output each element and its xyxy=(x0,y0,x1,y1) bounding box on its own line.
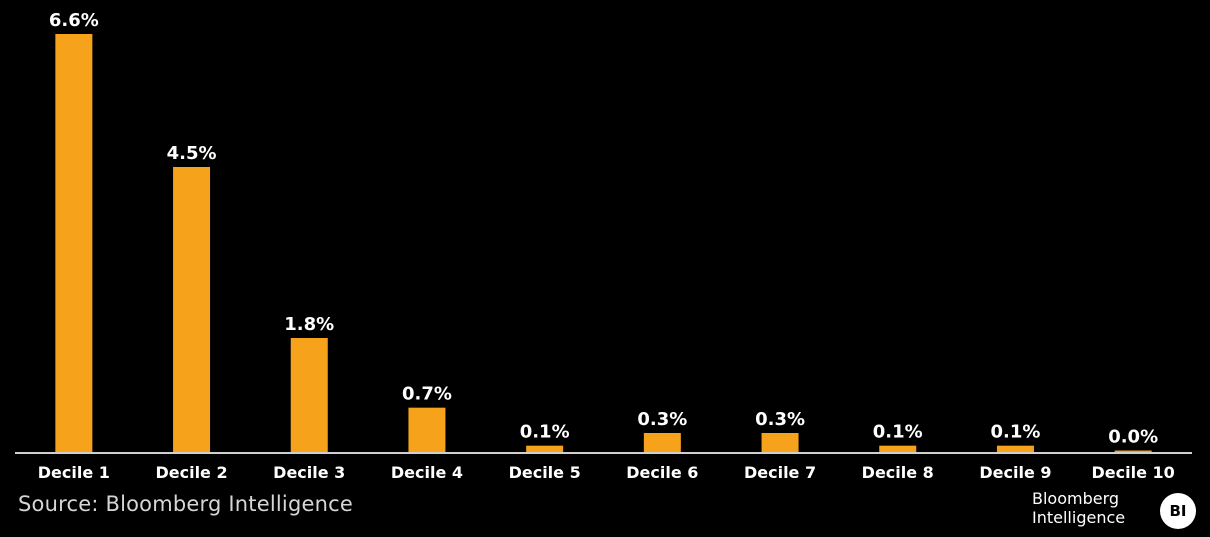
value-label-10: 0.0% xyxy=(1108,427,1158,448)
value-label-4: 0.7% xyxy=(402,384,452,405)
bar-5 xyxy=(526,445,564,452)
value-labels-group: 6.6% 4.5% 1.8% 0.7% 0.1% 0.3% 0.3% 0.1% 0.1% 0.0% xyxy=(49,10,1158,448)
category-label-8: Decile 8 xyxy=(862,463,934,482)
bar-6 xyxy=(643,433,681,452)
category-label-7: Decile 7 xyxy=(744,463,816,482)
brand-line-1: Bloomberg xyxy=(1032,489,1120,508)
category-label-4: Decile 4 xyxy=(391,463,463,482)
source-note: Source: Bloomberg Intelligence xyxy=(18,492,353,516)
bi-badge-icon: BI xyxy=(1160,493,1196,529)
value-label-3: 1.8% xyxy=(284,314,334,335)
value-label-5: 0.1% xyxy=(520,422,570,443)
category-label-6: Decile 6 xyxy=(626,463,698,482)
brand-line-2: Intelligence xyxy=(1032,508,1126,527)
value-label-1: 6.6% xyxy=(49,10,99,31)
category-label-2: Decile 2 xyxy=(155,463,227,482)
brand-logo: Bloomberg Intelligence BI xyxy=(1032,489,1202,531)
bar-4 xyxy=(408,407,446,452)
bar-2 xyxy=(173,167,211,452)
bar-10 xyxy=(1114,450,1152,452)
value-label-2: 4.5% xyxy=(167,143,217,164)
bar-1 xyxy=(55,34,93,452)
bar-3 xyxy=(290,338,328,452)
category-label-3: Decile 3 xyxy=(273,463,345,482)
value-label-9: 0.1% xyxy=(990,422,1040,443)
bar-9 xyxy=(996,445,1034,452)
brand-wordmark: Bloomberg Intelligence xyxy=(1032,489,1125,527)
category-labels-group: Decile 1 Decile 2 Decile 3 Decile 4 Decile 5… xyxy=(38,463,1175,482)
category-label-5: Decile 5 xyxy=(509,463,581,482)
bar-7 xyxy=(761,433,799,452)
category-label-10: Decile 10 xyxy=(1092,463,1175,482)
bar-8 xyxy=(879,445,917,452)
value-label-7: 0.3% xyxy=(755,409,805,430)
value-label-8: 0.1% xyxy=(873,422,923,443)
value-label-6: 0.3% xyxy=(637,409,687,430)
category-label-1: Decile 1 xyxy=(38,463,110,482)
category-label-9: Decile 9 xyxy=(979,463,1051,482)
bars-group xyxy=(55,34,1152,452)
